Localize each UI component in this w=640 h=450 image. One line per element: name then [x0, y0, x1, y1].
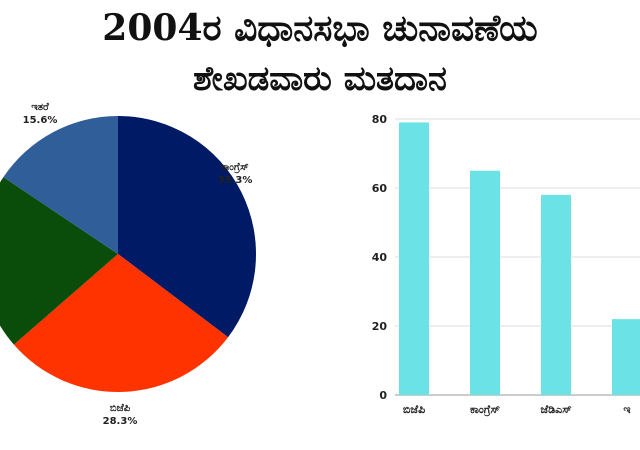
x-category-label: ಇ — [623, 403, 630, 416]
y-tick-label: 40 — [372, 251, 388, 264]
x-category-label: ಜೆಡಿಎಸ್ — [540, 403, 571, 416]
x-category-label: ಕಾಂಗ್ರೆಸ್ — [470, 403, 500, 417]
pie-slice — [0, 177, 118, 345]
pie-slice-label: ಇತರೆ — [31, 102, 49, 113]
y-tick-label: 80 — [372, 113, 388, 126]
pie-slice — [118, 116, 256, 338]
y-tick-label: 0 — [379, 389, 387, 402]
bar — [541, 194, 571, 395]
pie-chart: ಕಾಂಗ್ರೆಸ್35.3% ಬಿಜೆಪಿ 28.3% ಇತರೆ 15.6% — [0, 102, 256, 427]
pie-slice-percent: 35.3% — [218, 175, 253, 186]
pie-slice — [3, 116, 118, 254]
pie-slice-label: ಬಿಜೆಪಿ — [110, 403, 131, 414]
y-tick-label: 60 — [372, 182, 388, 195]
bar — [612, 319, 640, 395]
bar-chart: 0 20 40 60 80 ಬಿಜೆಪಿ ಕಾಂಗ್ರೆಸ್ ಜೆಡಿಎಸ್ ಇ — [372, 113, 640, 417]
chart-title-line1: 2004ರ ವಿಧಾನಸಭಾ ಚುನಾವಣೆಯ — [102, 7, 538, 49]
bar — [470, 170, 500, 395]
y-tick-label: 20 — [372, 320, 388, 333]
pie-slice-percent: 15.6% — [23, 115, 58, 126]
pie-slice — [13, 254, 229, 392]
chart-title-line2: ಶೇಖಡವಾರು ಮತದಾನ — [193, 59, 447, 99]
x-category-label: ಬಿಜೆಪಿ — [403, 403, 425, 416]
pie-slice-label: ಕಾಂಗ್ರೆಸ್ — [221, 162, 248, 174]
pie-slice-percent: 28.3% — [103, 416, 138, 427]
bar — [399, 122, 429, 395]
